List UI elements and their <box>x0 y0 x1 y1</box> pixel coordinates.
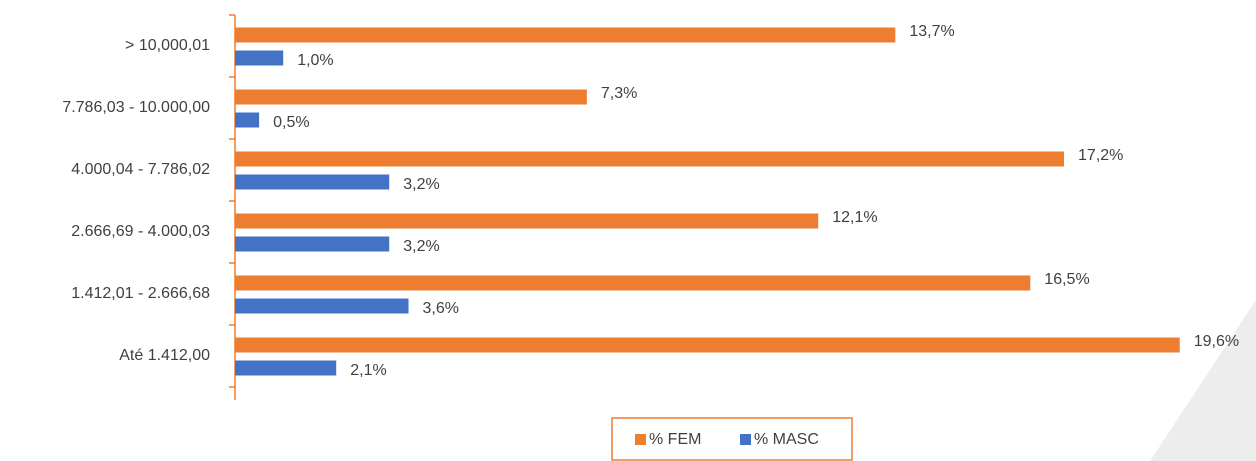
y-tick-label: > 10,000,01 <box>125 37 210 54</box>
bar <box>235 112 260 128</box>
data-label: 3,2% <box>403 176 439 193</box>
legend-swatch <box>635 434 646 445</box>
data-label: 2,1% <box>350 362 386 379</box>
y-tick-label: Até 1.412,00 <box>119 347 210 364</box>
bar <box>235 213 819 229</box>
data-label: 12,1% <box>832 209 877 226</box>
decor-triangle <box>1150 300 1256 461</box>
bar <box>235 236 390 252</box>
data-label: 3,2% <box>403 238 439 255</box>
bar <box>235 275 1031 291</box>
bar <box>235 27 896 43</box>
bar <box>235 50 284 66</box>
data-label: 7,3% <box>601 85 637 102</box>
data-label: 3,6% <box>423 300 459 317</box>
bar <box>235 151 1065 167</box>
bar <box>235 174 390 190</box>
data-label: 13,7% <box>909 23 954 40</box>
y-tick-label: 2.666,69 - 4.000,03 <box>71 223 210 240</box>
data-label: 19,6% <box>1194 333 1239 350</box>
legend-label: % MASC <box>754 431 819 448</box>
bar <box>235 337 1180 353</box>
bar <box>235 89 587 105</box>
bar <box>235 360 337 376</box>
data-label: 16,5% <box>1044 271 1089 288</box>
data-label: 0,5% <box>273 114 309 131</box>
y-tick-label: 1.412,01 - 2.666,68 <box>71 285 210 302</box>
legend-swatch <box>740 434 751 445</box>
legend-box <box>611 417 853 461</box>
bar <box>235 298 409 314</box>
data-label: 1,0% <box>297 52 333 69</box>
data-label: 17,2% <box>1078 147 1123 164</box>
y-tick-label: 7.786,03 - 10.000,00 <box>62 99 210 116</box>
legend-label: % FEM <box>649 431 701 448</box>
y-tick-label: 4.000,04 - 7.786,02 <box>71 161 210 178</box>
